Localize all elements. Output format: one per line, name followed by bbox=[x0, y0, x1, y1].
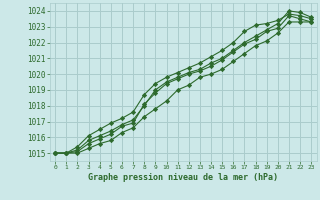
X-axis label: Graphe pression niveau de la mer (hPa): Graphe pression niveau de la mer (hPa) bbox=[88, 173, 278, 182]
